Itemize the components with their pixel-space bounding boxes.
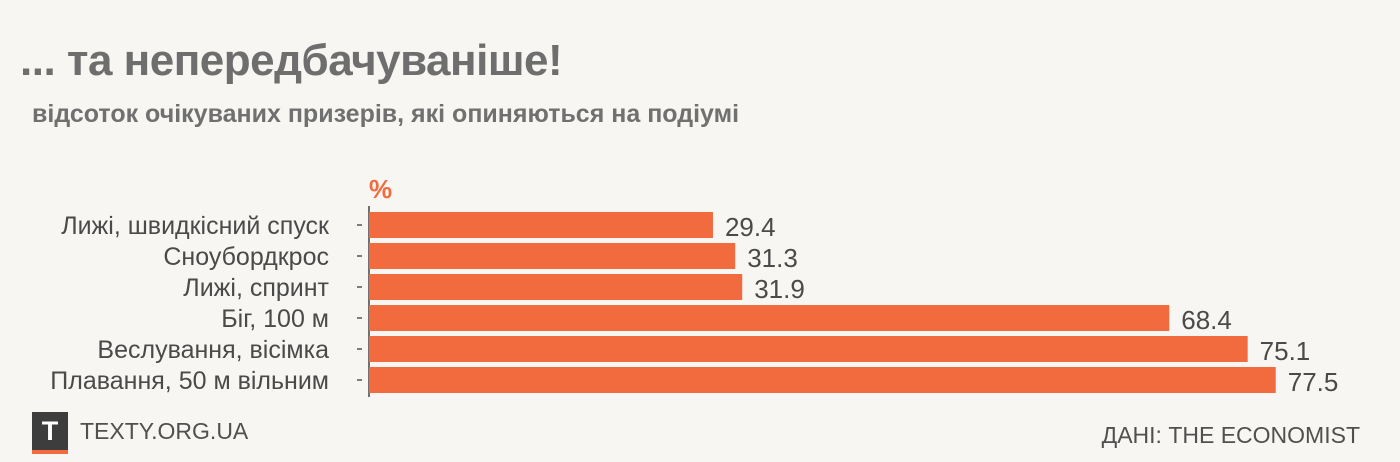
value-label: 29.4 — [725, 212, 776, 242]
texty-logo-icon: T — [32, 412, 68, 454]
site-name: TEXTY.ORG.UA — [80, 417, 249, 444]
bar — [369, 336, 1248, 362]
category-label: Сноубордкрос — [163, 243, 329, 271]
data-source: ДАНІ: THE ECONOMIST — [1101, 422, 1360, 448]
value-label: 77.5 — [1288, 367, 1339, 397]
bar — [369, 367, 1276, 393]
logo-stripe — [32, 450, 68, 454]
bar — [369, 305, 1170, 331]
category-label: Лижі, швидкісний спуск — [61, 212, 330, 240]
footer-brand: T TEXTY.ORG.UA — [32, 412, 249, 454]
chart-title: ... та непередбачуваніше! — [20, 36, 563, 85]
logo-letter: T — [41, 415, 59, 446]
value-label: 68.4 — [1181, 305, 1232, 335]
chart-subtitle: відсоток очікуваних призерів, які опиняю… — [32, 100, 740, 128]
bar — [369, 274, 743, 300]
bar — [369, 243, 736, 269]
value-label: 31.3 — [747, 243, 798, 273]
value-label: 75.1 — [1260, 336, 1311, 366]
category-label: Біг, 100 м — [221, 305, 329, 333]
bar — [369, 212, 713, 238]
category-label: Плавання, 50 м вільним — [50, 367, 329, 395]
category-label: Веслування, вісімка — [97, 336, 329, 364]
category-label: Лижі, спринт — [183, 274, 329, 302]
unit-label: % — [369, 174, 392, 204]
value-label: 31.9 — [754, 274, 805, 304]
